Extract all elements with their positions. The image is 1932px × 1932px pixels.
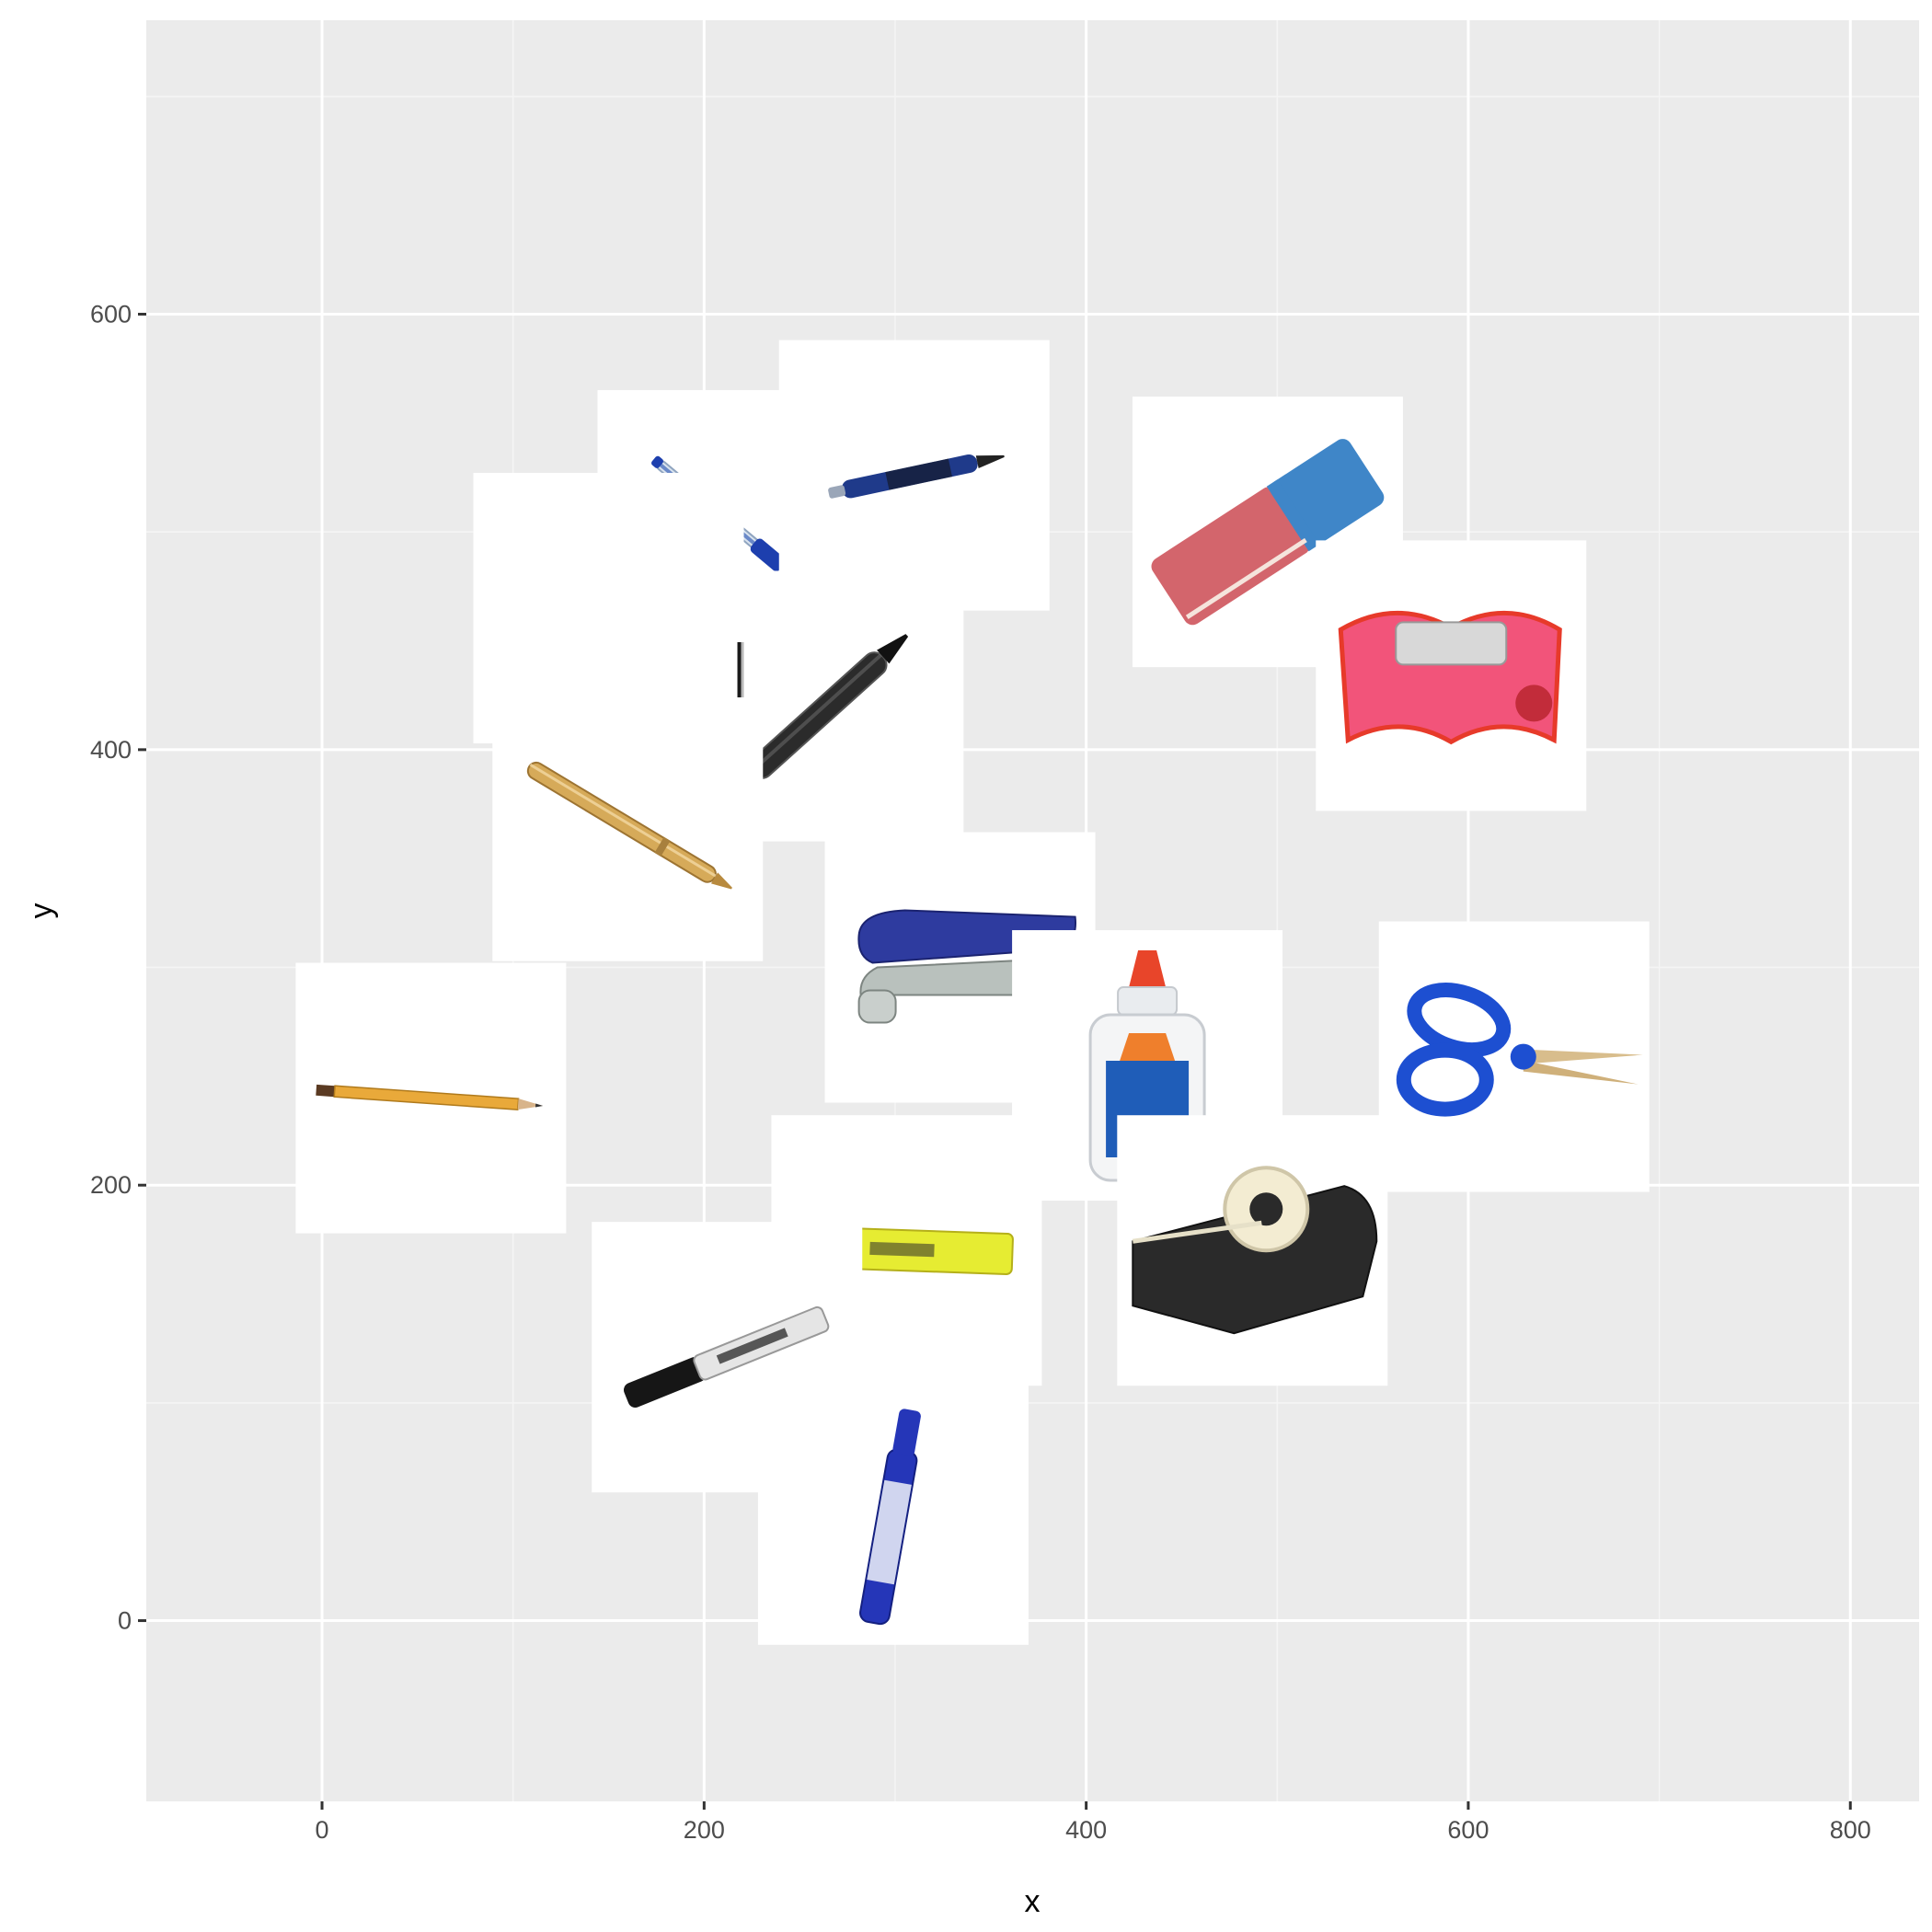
x-tick-label: 400: [1065, 1816, 1107, 1844]
x-tick-label: 800: [1830, 1816, 1871, 1844]
y-tick-label: 200: [90, 1171, 132, 1199]
whiteboard-marker-icon: [757, 1374, 1029, 1645]
image-tile: [473, 473, 744, 744]
pen-tip-icon: [473, 473, 744, 744]
x-tick-label: 600: [1447, 1816, 1489, 1844]
pencil-icon: [295, 962, 567, 1234]
y-axis: 0 200 400 600: [90, 301, 146, 1635]
tape-dispenser-icon: [1117, 1115, 1388, 1386]
y-tick-label: 400: [90, 736, 132, 764]
click-pen-blue-icon: [778, 339, 1050, 611]
x-tick-label: 0: [316, 1816, 329, 1844]
x-axis-title: x: [1025, 1884, 1041, 1919]
y-tick-label: 0: [118, 1607, 132, 1635]
y-tick-label: 600: [90, 301, 132, 328]
image-markers: [295, 339, 1650, 1645]
x-axis: 0 200 400 600 800: [316, 1801, 1871, 1844]
x-tick-label: 200: [684, 1816, 725, 1844]
pencil-sharpener-icon: [1316, 540, 1587, 811]
y-axis-title: y: [24, 903, 59, 919]
scissors-icon: [1378, 921, 1650, 1192]
